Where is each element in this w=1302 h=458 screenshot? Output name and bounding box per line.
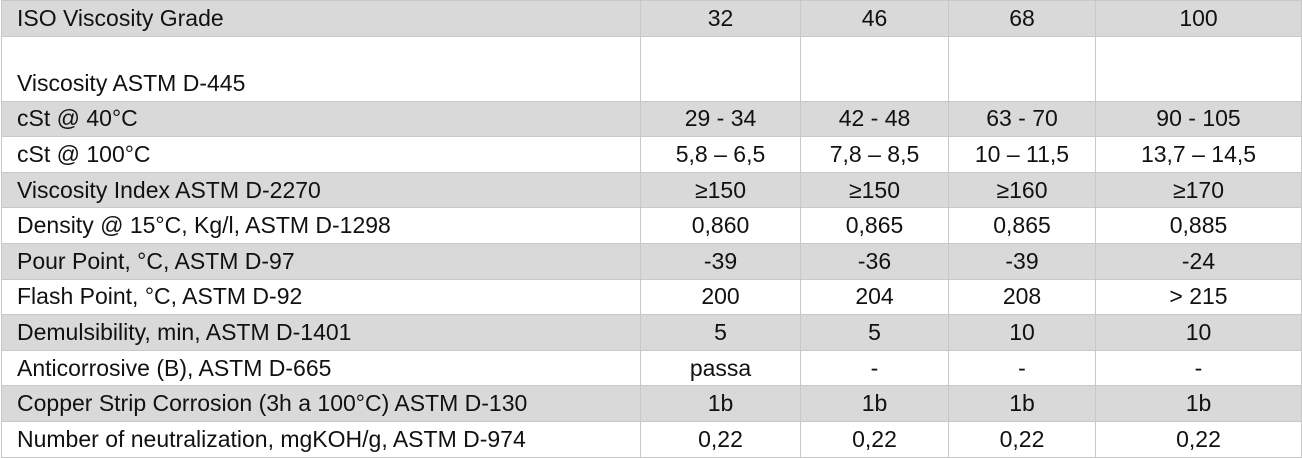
row-label: Flash Point, °C, ASTM D-92 — [1, 278, 641, 316]
table-row: ISO Viscosity Grade 32 46 68 100 — [1, 0, 1302, 37]
row-label: Anticorrosive (B), ASTM D-665 — [1, 349, 641, 387]
row-label: Viscosity Index ASTM D-2270 — [1, 171, 641, 209]
row-label: cSt @ 40°C — [1, 100, 641, 138]
cell: 32 — [640, 0, 801, 37]
cell — [948, 35, 1096, 102]
cell: ≥160 — [948, 171, 1096, 209]
table-row: Anticorrosive (B), ASTM D-665 passa - - - — [1, 349, 1302, 387]
cell: 1b — [948, 385, 1096, 422]
cell: 0,22 — [800, 420, 949, 458]
cell: 0,865 — [948, 207, 1096, 244]
cell — [1095, 35, 1302, 102]
cell: 5,8 – 6,5 — [640, 136, 801, 173]
row-label: Demulsibility, min, ASTM D-1401 — [1, 314, 641, 351]
row-label: Number of neutralization, mgKOH/g, ASTM … — [1, 420, 641, 458]
cell: - — [1095, 349, 1302, 387]
cell: 7,8 – 8,5 — [800, 136, 949, 173]
cell: ≥150 — [800, 171, 949, 209]
row-label: Density @ 15°C, Kg/l, ASTM D-1298 — [1, 207, 641, 244]
cell: 10 – 11,5 — [948, 136, 1096, 173]
cell: 63 - 70 — [948, 100, 1096, 138]
table-row: cSt @ 100°C 5,8 – 6,5 7,8 – 8,5 10 – 11,5 13… — [1, 136, 1302, 173]
cell: 0,22 — [640, 420, 801, 458]
cell: 90 - 105 — [1095, 100, 1302, 138]
cell: passa — [640, 349, 801, 387]
cell: > 215 — [1095, 278, 1302, 316]
cell: 29 - 34 — [640, 100, 801, 138]
table-row: Viscosity ASTM D-445 — [1, 35, 1302, 102]
cell: -39 — [948, 242, 1096, 280]
cell: 1b — [1095, 385, 1302, 422]
table-row: Demulsibility, min, ASTM D-1401 5 5 10 10 — [1, 314, 1302, 351]
table-row: Viscosity Index ASTM D-2270 ≥150 ≥150 ≥160 ≥… — [1, 171, 1302, 209]
row-label: cSt @ 100°C — [1, 136, 641, 173]
table-row: Pour Point, °C, ASTM D-97 -39 -36 -39 -24 — [1, 242, 1302, 280]
table-row: Flash Point, °C, ASTM D-92 200 204 208 > 215 — [1, 278, 1302, 316]
cell: ≥150 — [640, 171, 801, 209]
cell: 0,22 — [948, 420, 1096, 458]
cell: - — [800, 349, 949, 387]
cell: 0,860 — [640, 207, 801, 244]
row-label: Pour Point, °C, ASTM D-97 — [1, 242, 641, 280]
table-row: cSt @ 40°C 29 - 34 42 - 48 63 - 70 90 - 105 — [1, 100, 1302, 138]
cell: ≥170 — [1095, 171, 1302, 209]
row-label: Viscosity ASTM D-445 — [1, 35, 641, 102]
row-label: ISO Viscosity Grade — [1, 0, 641, 37]
cell: 13,7 – 14,5 — [1095, 136, 1302, 173]
cell: - — [948, 349, 1096, 387]
cell: 1b — [640, 385, 801, 422]
table-row: Density @ 15°C, Kg/l, ASTM D-1298 0,860 0,… — [1, 207, 1302, 244]
cell: 46 — [800, 0, 949, 37]
cell: -39 — [640, 242, 801, 280]
cell: 0,22 — [1095, 420, 1302, 458]
cell: -36 — [800, 242, 949, 280]
cell: 1b — [800, 385, 949, 422]
cell: 208 — [948, 278, 1096, 316]
cell: 0,865 — [800, 207, 949, 244]
cell: 204 — [800, 278, 949, 316]
table-row: Number of neutralization, mgKOH/g, ASTM … — [1, 420, 1302, 458]
table-row: Copper Strip Corrosion (3h a 100°C) ASTM… — [1, 385, 1302, 422]
cell: 10 — [948, 314, 1096, 351]
cell: 200 — [640, 278, 801, 316]
cell: 42 - 48 — [800, 100, 949, 138]
cell: 5 — [800, 314, 949, 351]
cell: 68 — [948, 0, 1096, 37]
cell: 10 — [1095, 314, 1302, 351]
cell: -24 — [1095, 242, 1302, 280]
cell: 5 — [640, 314, 801, 351]
row-label: Copper Strip Corrosion (3h a 100°C) ASTM… — [1, 385, 641, 422]
cell: 100 — [1095, 0, 1302, 37]
cell — [640, 35, 801, 102]
cell: 0,885 — [1095, 207, 1302, 244]
cell — [800, 35, 949, 102]
